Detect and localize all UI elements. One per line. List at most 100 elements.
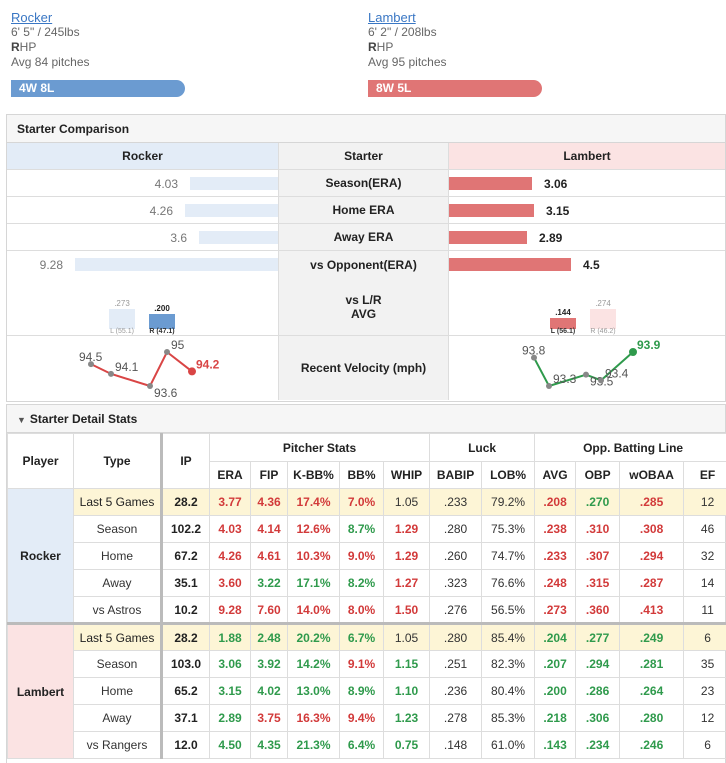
velocity-row: 94.5 94.1 93.6 95 94.2 Recent Velocity (mph)… (7, 336, 725, 400)
stat-cell: 8.2% (339, 569, 384, 597)
comparison-header-row: Rocker Starter Lambert (7, 143, 725, 170)
col-babip[interactable]: BABIP (429, 461, 483, 489)
split-type-cell: vs Rangers (73, 731, 162, 759)
split-value-r: .274 (595, 299, 611, 308)
stat-cell: 3.77 (209, 488, 251, 516)
stat-cell: .207 (534, 650, 577, 678)
home-pitcher-name-link[interactable]: Lambert (368, 10, 416, 25)
stat-cell: .270 (575, 488, 621, 516)
col-ef[interactable]: EF (683, 461, 726, 489)
stat-cell: .273 (534, 596, 577, 624)
stat-cell: .248 (534, 569, 577, 597)
ip-cell: 37.1 (160, 704, 210, 732)
comparison-header-home: Lambert (449, 143, 725, 169)
table-row: Season 103.0 3.06 3.92 14.2% 9.1% 1.15.251 82.3… (8, 650, 726, 678)
away-stat-value: 9.28 (39, 258, 63, 272)
col-lob-[interactable]: LOB% (481, 461, 536, 489)
away-pitcher-name-link[interactable]: Rocker (11, 10, 53, 25)
col-type: Type (73, 433, 162, 489)
comparison-stat-row: 4.03 Season(ERA) 3.06 (7, 170, 725, 197)
away-stat-bar (75, 258, 278, 271)
stat-cell: 4.61 (250, 542, 288, 570)
home-record-bar: 8W 5L (368, 80, 542, 97)
away-pitcher-card: Rocker 6' 5" / 245lbs RHP Avg 84 pitches… (11, 10, 191, 97)
ip-cell: 65.2 (160, 677, 210, 705)
away-pitcher-hand: RHP (11, 40, 191, 55)
home-stat-bar (449, 177, 532, 190)
velocity-point (546, 383, 552, 389)
split-type-cell: Last 5 Games (73, 488, 162, 516)
away-lr-splits-chart: .273 L (55.1) .200 R (47.1) (7, 278, 278, 335)
stat-cell: 4.03 (209, 515, 251, 543)
collapse-triangle-icon[interactable]: ▼ (17, 415, 26, 425)
velocity-point (147, 383, 153, 389)
starter-detail-title[interactable]: ▼ Starter Detail Stats (7, 405, 725, 433)
away-stat-value: 3.6 (170, 231, 187, 245)
home-lr-splits-chart: .144 L (56.1) .274 R (46.2) (449, 278, 725, 335)
stat-cell: 1.05 (382, 622, 431, 651)
away-stat-value: 4.03 (154, 177, 178, 191)
stat-cell: 79.2% (481, 488, 536, 516)
split-label-l: L (55.1) (110, 328, 134, 335)
stat-cell: 12.6% (287, 515, 340, 543)
ip-cell: 103.0 (160, 650, 210, 678)
away-velocity-chart: 94.5 94.1 93.6 95 94.2 (7, 336, 278, 400)
stat-cell: .236 (429, 677, 483, 705)
away-stat-bar (185, 204, 278, 217)
col-fip[interactable]: FIP (250, 461, 288, 489)
stat-cell: 46 (683, 515, 726, 543)
ip-cell: 67.2 (160, 542, 210, 570)
split-type-cell: Home (73, 542, 162, 570)
velocity-label: Recent Velocity (mph) (278, 336, 449, 400)
comparison-header-starter: Starter (278, 143, 449, 169)
col-era[interactable]: ERA (209, 461, 251, 489)
velocity-label: 94.2 (196, 357, 220, 371)
velocity-point (629, 348, 637, 356)
home-stat-cell: 2.89 (449, 224, 725, 250)
stat-cell: 4.50 (209, 731, 251, 759)
velocity-label: 93.4 (605, 366, 629, 380)
col-obp[interactable]: OBP (575, 461, 621, 489)
stat-cell: 7.0% (339, 488, 384, 516)
split-type-cell: Last 5 Games (73, 622, 162, 651)
col-k-bb-[interactable]: K-BB% (287, 461, 340, 489)
col-bb-[interactable]: BB% (339, 461, 384, 489)
stat-cell: 4.26 (209, 542, 251, 570)
stat-cell: .315 (575, 569, 621, 597)
velocity-point (598, 377, 604, 384)
stat-cell: 0.75 (382, 731, 431, 759)
home-stat-cell: 3.06 (449, 170, 725, 196)
col-whip[interactable]: WHIP (382, 461, 431, 489)
stat-cell: 3.75 (250, 704, 288, 732)
stat-cell: 4.35 (250, 731, 288, 759)
velocity-point (188, 367, 196, 376)
col-avg[interactable]: AVG (534, 461, 577, 489)
table-row: Away 35.1 3.60 3.22 17.1% 8.2% 1.27.323 76.6% .2… (8, 569, 726, 597)
stat-cell: 13.0% (287, 677, 340, 705)
player-name-cell: Lambert (7, 622, 74, 759)
table-row: Rocker Last 5 Games 28.2 3.77 4.36 17.4% 7.0% 1… (7, 488, 726, 624)
split-label-l: L (56.1) (550, 328, 576, 335)
stat-cell: 8.9% (339, 677, 384, 705)
stat-cell: 75.3% (481, 515, 536, 543)
stat-label: vs Opponent(ERA) (278, 251, 449, 278)
home-pitcher-hand: RHP (368, 40, 548, 55)
starter-detail-title-text: Starter Detail Stats (29, 412, 138, 426)
col-wobaa[interactable]: wOBAA (619, 461, 685, 489)
split-type-cell: Away (73, 704, 162, 732)
stat-cell: 14.2% (287, 650, 340, 678)
away-stat-cell: 9.28 (7, 251, 278, 278)
home-stat-bar (449, 258, 571, 271)
velocity-label: 93.6 (154, 386, 178, 400)
home-hand-first: R (368, 40, 377, 54)
stat-cell: 6.4% (339, 731, 384, 759)
stat-cell: 32 (683, 542, 726, 570)
velocity-label: 93.3 (553, 372, 577, 386)
stat-cell: 3.15 (209, 677, 251, 705)
home-stat-bar (449, 231, 527, 244)
stat-cell: .148 (429, 731, 483, 759)
away-stat-value: 4.26 (149, 204, 173, 218)
split-type-cell: Season (73, 515, 162, 543)
stat-cell: .260 (429, 542, 483, 570)
away-stat-bar (199, 231, 278, 244)
